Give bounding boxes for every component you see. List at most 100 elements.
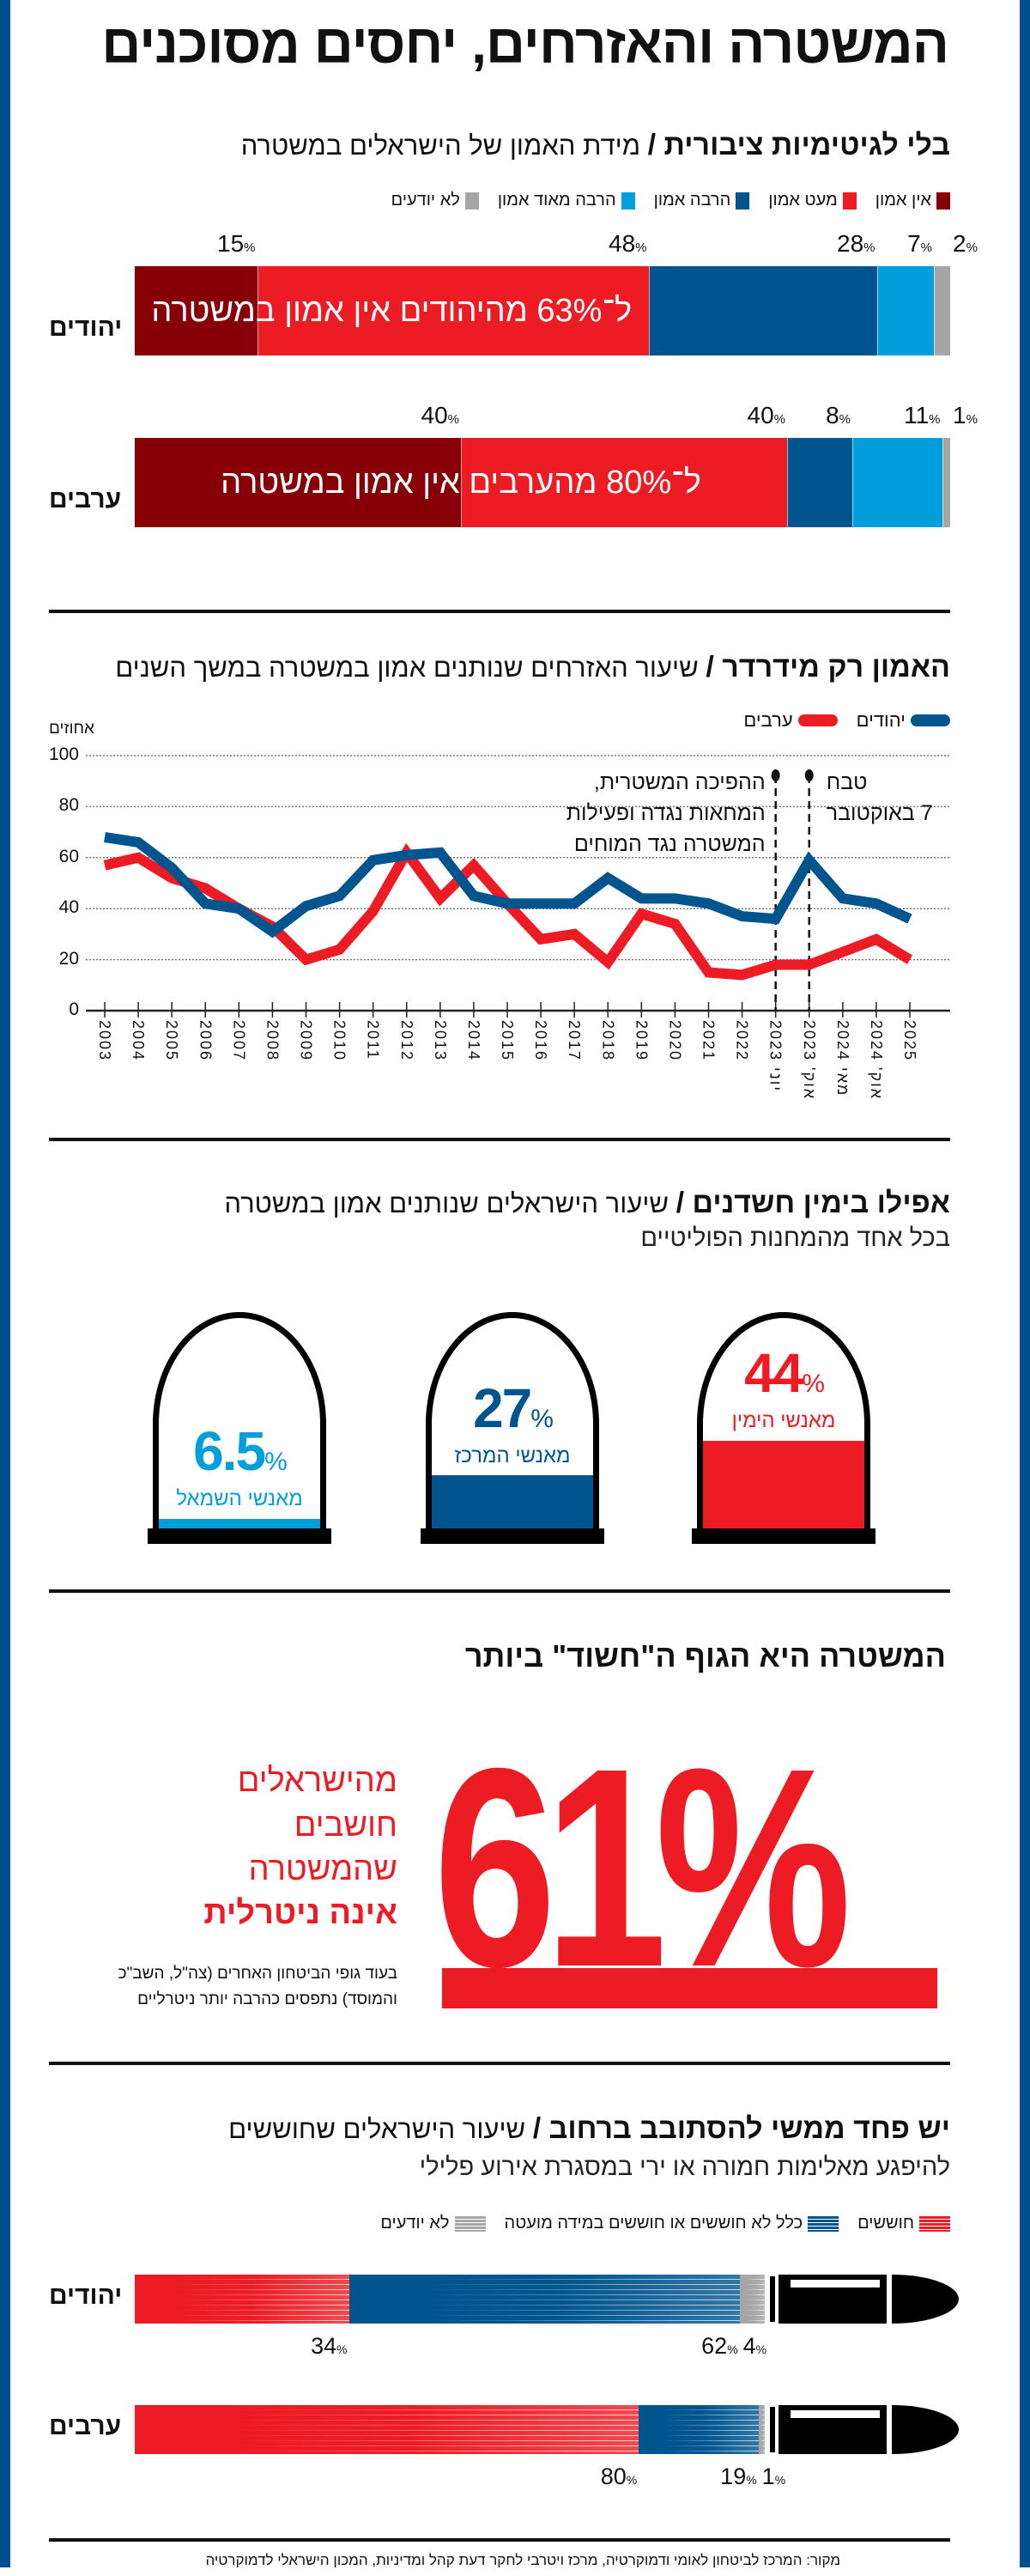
legend-item: חוששים <box>857 2214 950 2233</box>
x-tick-label: 2022 <box>733 1020 751 1062</box>
source-note: מקור: המרכז לביטחון לאומי ודמוקרטיה, מרכ… <box>205 2552 840 2568</box>
event-annotation: המשטרה נגד המוחים <box>573 832 766 856</box>
legend-swatch <box>621 191 635 210</box>
y-tick-label: 80 <box>58 795 79 816</box>
bar-segment <box>787 438 852 527</box>
y-tick-label: 60 <box>58 846 79 866</box>
gauge-dome: 27% מאנשי המרכז <box>426 1312 599 1530</box>
gauge-value: 6.5% <box>193 1420 288 1483</box>
row-label: ערבים <box>49 485 122 513</box>
bar-segment <box>461 438 787 527</box>
row-label: ערבים <box>49 2412 122 2440</box>
neutral-line-2: חושבים <box>294 1807 397 1844</box>
legend-item: יהודים <box>857 709 950 732</box>
frame-left <box>0 0 10 2567</box>
y-tick-label: 100 <box>48 744 79 764</box>
legend-label: לא יודעים <box>391 191 460 210</box>
gauge-dome: 44% מאנשי הימין <box>697 1312 870 1530</box>
x-tick-label: 2007 <box>230 1020 248 1062</box>
fear-legend: חוששים כלל לא חוששים או חוששים במידה מועט… <box>380 2214 950 2233</box>
x-tick-label: 2017 <box>566 1020 584 1062</box>
x-tick-label: 2025 <box>901 1020 918 1062</box>
segment-streaks <box>135 2275 349 2324</box>
legend-item: הרבה אמון <box>654 191 750 210</box>
legend-swatch <box>736 191 750 210</box>
neutral-line-1: מהישראלים <box>237 1763 397 1799</box>
bar-segment <box>648 266 877 355</box>
red-underline-bar <box>442 1968 937 2008</box>
event-marker <box>771 769 780 781</box>
trend-heading: האמון רק מידרדר / שיעור האזרחים שנותנים … <box>115 651 950 684</box>
legend-swatch <box>842 191 857 210</box>
bullet-tip-icon <box>892 2405 959 2454</box>
gauge-dome: 6.5% מאנשי השמאל <box>153 1312 326 1530</box>
bar-annotation: ל־80% מהערבים אין אמון במשטרה <box>221 464 701 501</box>
bar-segment <box>135 2405 639 2454</box>
politics-heading-bold: אפילו בימין חשדנים / <box>676 1187 950 1219</box>
gauge-value: 27% <box>473 1377 554 1440</box>
bullet-shine <box>791 2280 880 2287</box>
segment-streaks <box>348 2275 740 2324</box>
legend-label: כלל לא חוששים או חוששים במידה מועטה <box>504 2214 803 2233</box>
legend-label: הרבה מאוד אמון <box>497 191 616 210</box>
x-tick-label: 2010 <box>330 1020 348 1062</box>
y-tick-label: 40 <box>58 897 79 918</box>
segment-value-label: 80% <box>600 2464 638 2489</box>
neutral-heading: המשטרה היא הגוף ה"חשוד" ביותר <box>464 1638 946 1674</box>
big-percent: 61% <box>433 1709 851 2026</box>
fear-heading-bold: יש פחד ממשי להסתובב ברחוב / <box>532 2112 950 2145</box>
legend-label: יהודים <box>856 709 906 731</box>
stacked-bar: 40% 40% 8% 11% 1% ל־80% מהערבים אין אמון במשט… <box>135 402 978 527</box>
segment-value-label: 8% <box>826 402 851 428</box>
legend-item: כלל לא חוששים או חוששים במידה מועטה <box>505 2214 839 2233</box>
segment-streaks <box>135 2405 639 2454</box>
bar-segment <box>876 266 934 355</box>
legend-line-swatch <box>797 714 838 726</box>
x-tick-label: יוני 2023 <box>766 1020 785 1093</box>
legend-swatch <box>919 2215 950 2232</box>
fear-heading-rest: שיעור הישראלים שחוששים <box>228 2114 533 2144</box>
x-tick-label: אוק' 2024 <box>867 1020 885 1101</box>
segment-streaks <box>739 2275 765 2324</box>
section-divider <box>49 2062 950 2065</box>
fear-subline: להיפגע מאלימות חמורה או ירי במסגרת אירוע… <box>419 2154 950 2181</box>
bar-segment <box>257 266 649 355</box>
neutral-note-2: והמוסד) נתפסים כהרבה יותר ניטרליים <box>137 1990 397 2008</box>
legend-item: הרבה מאוד אמון <box>498 191 635 210</box>
legend-item: ערבים <box>743 709 838 732</box>
section-divider <box>49 1589 950 1593</box>
x-tick-label: 2014 <box>464 1020 482 1062</box>
bar-segment <box>348 2275 740 2324</box>
trust-heading: בלי לגיטימיות ציבורית / מידת האמון של הי… <box>241 129 950 162</box>
gauge-label: מאנשי השמאל <box>176 1487 303 1511</box>
segment-value-label: 62% <box>701 2333 738 2359</box>
row-label: יהודים <box>49 313 123 342</box>
x-tick-label: 2016 <box>532 1020 550 1062</box>
neutral-line-bold: אינה ניטרלית <box>203 1895 397 1931</box>
x-tick-label: 2015 <box>499 1020 516 1062</box>
frame-right <box>1020 0 1030 2567</box>
gauge-fill <box>159 1516 320 1530</box>
bar-segment <box>135 266 258 355</box>
bar-segment <box>934 266 950 355</box>
segment-value-label: 34% <box>311 2333 348 2359</box>
legend-label: לא יודעים <box>380 2214 450 2233</box>
gauge-fill <box>432 1474 593 1530</box>
fear-heading: יש פחד ממשי להסתובב ברחוב / שיעור הישראל… <box>228 2112 950 2146</box>
segment-streaks <box>639 2405 759 2454</box>
bullet-bar: 34% 62% 4% <box>135 2275 959 2359</box>
bar-annotation: ל־63% מהיהודים אין אמון במשטרה <box>151 292 633 329</box>
segment-value-label: 40% <box>421 402 460 428</box>
segment-value-label: 1% <box>953 402 978 428</box>
legend-item: לא יודעים <box>391 191 479 210</box>
segment-value-label: 7% <box>907 230 932 257</box>
event-annotation: המחאות נגדה ופעילות <box>566 801 766 825</box>
x-tick-label: 2004 <box>130 1020 148 1062</box>
segment-value-label: 19% <box>720 2464 757 2489</box>
gauge-fill <box>703 1440 864 1530</box>
x-tick-label: 2003 <box>96 1020 113 1062</box>
segment-streaks <box>758 2405 765 2454</box>
gauge-value: 44% <box>744 1341 825 1404</box>
x-tick-label: 2012 <box>397 1020 415 1062</box>
x-tick-label: 2009 <box>297 1020 315 1062</box>
